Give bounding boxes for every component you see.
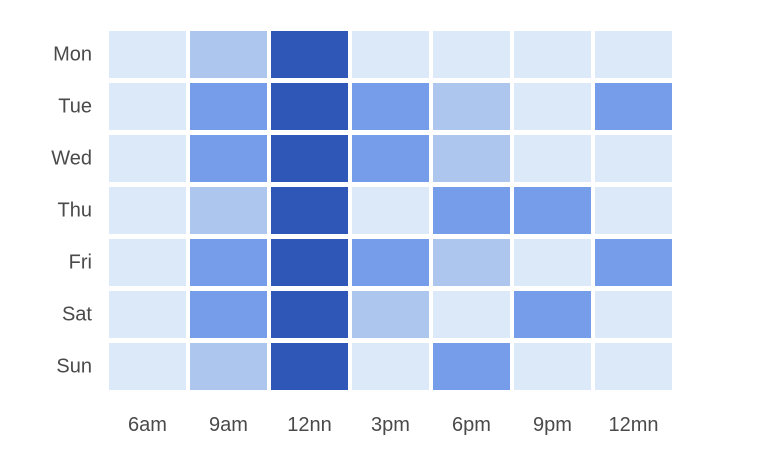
heatmap-cell-thu-6am — [109, 187, 186, 234]
heatmap-cell-thu-12mn — [595, 187, 672, 234]
heatmap-cell-sun-9pm — [514, 343, 591, 390]
heatmap-cell-tue-12nn — [271, 83, 348, 130]
heatmap-cell-fri-9am — [190, 239, 267, 286]
y-tick-label: Fri — [69, 252, 92, 274]
heatmap-cell-wed-3pm — [352, 135, 429, 182]
heatmap-cell-mon-6pm — [433, 31, 510, 78]
heatmap-cell-fri-6pm — [433, 239, 510, 286]
heatmap-cell-sat-12nn — [271, 291, 348, 338]
x-tick-label: 9pm — [533, 414, 572, 436]
heatmap-cell-sun-12mn — [595, 343, 672, 390]
heatmap-cell-sat-6am — [109, 291, 186, 338]
heatmap-cell-sun-12nn — [271, 343, 348, 390]
heatmap-cell-sat-6pm — [433, 291, 510, 338]
y-tick-label: Mon — [53, 44, 92, 66]
heatmap-cell-wed-9am — [190, 135, 267, 182]
x-tick-label: 3pm — [371, 414, 410, 436]
heatmap-cell-sat-9pm — [514, 291, 591, 338]
heatmap-cell-fri-12nn — [271, 239, 348, 286]
heatmap-cell-mon-12mn — [595, 31, 672, 78]
heatmap-cell-fri-9pm — [514, 239, 591, 286]
y-tick-label: Sun — [56, 356, 92, 378]
heatmap-cell-sun-9am — [190, 343, 267, 390]
heatmap-cell-wed-6pm — [433, 135, 510, 182]
heatmap-cell-tue-12mn — [595, 83, 672, 130]
y-tick-label: Tue — [58, 96, 92, 118]
heatmap-cell-tue-3pm — [352, 83, 429, 130]
heatmap-cell-mon-3pm — [352, 31, 429, 78]
heatmap-cell-thu-9pm — [514, 187, 591, 234]
heatmap-cell-sat-12mn — [595, 291, 672, 338]
y-tick-label: Wed — [51, 148, 92, 170]
x-tick-label: 9am — [209, 414, 248, 436]
heatmap-cell-tue-9am — [190, 83, 267, 130]
heatmap-cell-wed-12mn — [595, 135, 672, 182]
heatmap-cell-tue-9pm — [514, 83, 591, 130]
heatmap-cell-sat-9am — [190, 291, 267, 338]
heatmap-cell-fri-3pm — [352, 239, 429, 286]
heatmap-cell-sat-3pm — [352, 291, 429, 338]
heatmap-cell-sun-3pm — [352, 343, 429, 390]
y-tick-label: Sat — [62, 304, 92, 326]
heatmap-cell-wed-9pm — [514, 135, 591, 182]
y-axis-labels: Mon Tue Wed Thu Fri Sat Sun — [51, 44, 92, 378]
heatmap-cell-tue-6am — [109, 83, 186, 130]
x-axis-labels: 6am 9am 12nn 3pm 6pm 9pm 12mn — [128, 414, 658, 436]
heatmap-cells — [109, 31, 672, 390]
x-tick-label: 12nn — [287, 414, 332, 436]
x-tick-label: 12mn — [608, 414, 658, 436]
heatmap-cell-tue-6pm — [433, 83, 510, 130]
x-tick-label: 6pm — [452, 414, 491, 436]
heatmap-cell-thu-9am — [190, 187, 267, 234]
heatmap-cell-wed-6am — [109, 135, 186, 182]
heatmap-cell-mon-12nn — [271, 31, 348, 78]
heatmap-cell-wed-12nn — [271, 135, 348, 182]
heatmap-cell-thu-3pm — [352, 187, 429, 234]
heatmap-cell-fri-12mn — [595, 239, 672, 286]
heatmap-cell-sun-6pm — [433, 343, 510, 390]
heatmap-cell-thu-12nn — [271, 187, 348, 234]
heatmap-cell-thu-6pm — [433, 187, 510, 234]
heatmap-cell-mon-9pm — [514, 31, 591, 78]
heatmap-cell-fri-6am — [109, 239, 186, 286]
heatmap-cell-mon-9am — [190, 31, 267, 78]
heatmap-cell-mon-6am — [109, 31, 186, 78]
heatmap-cell-sun-6am — [109, 343, 186, 390]
y-tick-label: Thu — [58, 200, 92, 222]
x-tick-label: 6am — [128, 414, 167, 436]
